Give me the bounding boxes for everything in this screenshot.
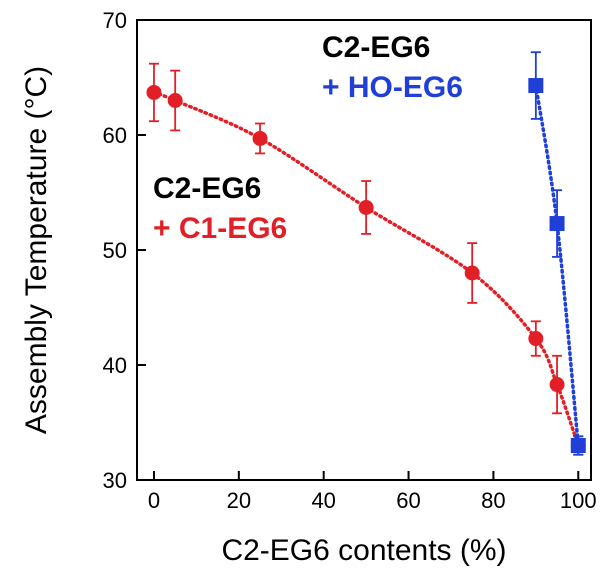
y-tick-label: 30: [103, 468, 127, 493]
y-tick-label: 50: [103, 238, 127, 263]
data-point-blue: [570, 438, 586, 453]
fit-curve-red: [152, 90, 581, 448]
axis-ticks: 0 20 40 60 80 100 30 40 50 60 70: [103, 8, 597, 513]
legend-red-line1: C2-EG6: [153, 172, 261, 205]
data-point-red: [167, 93, 183, 108]
data-point-red: [358, 199, 374, 215]
fit-curve-blue: [534, 83, 581, 448]
x-tick-label: 60: [396, 488, 420, 513]
legend-blue-series: C2-EG6 + HO-EG6: [322, 31, 463, 104]
data-point-red: [528, 331, 544, 347]
legend-blue-line2: + HO-EG6: [322, 71, 463, 104]
data-point-red: [146, 84, 162, 100]
data-point-blue: [549, 216, 565, 232]
legend-red-line2: + C1-EG6: [153, 212, 287, 245]
x-tick-label: 0: [148, 488, 160, 513]
x-tick-label: 40: [311, 488, 335, 513]
data-point-red: [252, 130, 268, 146]
data-point-blue: [528, 78, 544, 94]
y-tick-label: 60: [103, 123, 127, 148]
data-point-red: [549, 377, 565, 393]
legend-red-series: C2-EG6 + C1-EG6: [153, 172, 287, 245]
y-tick-label: 70: [103, 8, 127, 33]
x-axis-title: C2-EG6 contents (%): [221, 534, 506, 567]
x-tick-label: 100: [560, 488, 597, 513]
legend-blue-line1: C2-EG6: [322, 31, 430, 64]
data-markers: [146, 78, 586, 453]
y-axis-title: Assembly Temperature (°C): [20, 66, 53, 434]
x-tick-label: 20: [227, 488, 251, 513]
error-bars: [148, 51, 584, 456]
y-tick-label: 40: [103, 353, 127, 378]
data-point-red: [464, 265, 480, 281]
fit-curves: [152, 83, 581, 448]
x-tick-label: 80: [481, 488, 505, 513]
